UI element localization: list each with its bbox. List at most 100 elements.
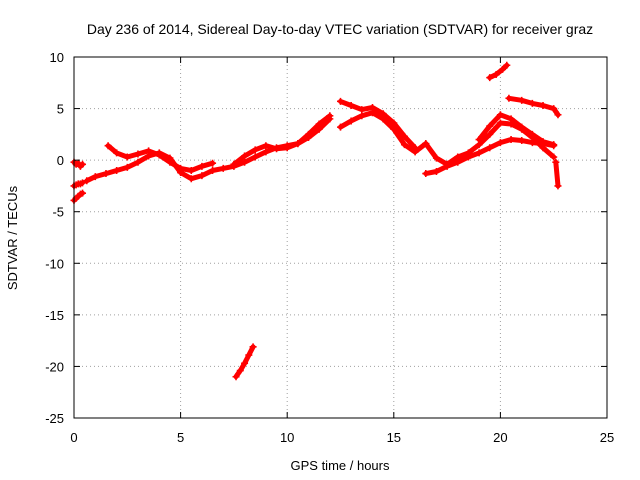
series-track-g [422,136,558,178]
data-point [486,74,494,82]
data-point [273,145,281,153]
data-point [83,177,91,185]
data-point [400,141,408,149]
data-point [475,136,483,144]
data-point [422,140,430,148]
series-trace [506,95,561,118]
series-track-a [83,115,334,185]
series-track-h [475,111,558,149]
data-point [496,111,504,119]
grid [74,57,607,418]
data-point [347,101,355,109]
data-point [496,119,504,127]
data-point [241,158,249,166]
data-point [166,158,174,166]
data-point [145,147,153,155]
data-point [550,141,558,149]
data-point [134,150,142,158]
data-point [528,139,536,147]
data-point [358,112,366,120]
series-track-c [230,112,334,168]
plot-frame [73,56,608,419]
data-point [305,130,313,138]
x-tick-label: 5 [177,430,184,445]
data-point [518,96,526,104]
data-point [337,123,344,131]
x-tick-label: 0 [70,430,77,445]
data-point [454,158,462,166]
data-point [245,351,253,359]
data-point [358,106,366,114]
data-point [464,153,472,161]
series-early-low [70,189,87,204]
series-late-drop [552,158,562,190]
data-point [337,97,344,105]
data-point [486,144,494,152]
x-axis-label: GPS time / hours [291,458,390,473]
data-point [249,343,257,351]
data-point [102,170,110,178]
data-point [550,153,558,161]
x-tick-label: 10 [280,430,294,445]
series-track-b [104,142,217,174]
data-point [294,140,302,148]
data-point [503,61,511,69]
series-outlier-segment [232,343,257,381]
y-tick-label: -25 [45,411,64,426]
axis-ticks: 0 5 10 15 20 25 -25 -20 -15 -10 -5 0 5 10 [45,50,614,445]
x-tick-label: 15 [387,430,401,445]
data-point [79,189,87,197]
y-tick-label: 0 [57,153,64,168]
y-tick-label: 5 [57,102,64,117]
data-point [400,132,408,140]
data-point [554,182,562,190]
data-point [539,101,547,109]
data-point [134,158,142,166]
data-point [251,153,259,161]
data-point [79,179,87,187]
data-point [528,99,536,107]
data-point [79,160,87,168]
data-point [198,162,206,170]
data-point [230,160,238,168]
data-point [507,136,515,144]
data-point [507,115,515,123]
data-point [209,166,217,174]
series-trace [84,116,333,184]
data-point [347,117,355,125]
series-trace [553,159,561,189]
data-point [219,164,227,172]
y-tick-label: -5 [52,205,64,220]
y-tick-label: -20 [45,359,64,374]
data-point [492,71,500,79]
data-point [411,144,419,152]
data-point [232,373,240,381]
data-point [554,111,562,119]
data-point [528,130,536,138]
data-point [432,154,440,162]
data-point [443,162,451,170]
data-point [187,166,195,174]
data-point [432,167,440,175]
data-point [251,146,259,154]
data-point [262,148,270,156]
series-high-a [486,61,511,82]
series-track-e [337,97,419,152]
data-point [505,94,513,102]
x-tick-label: 20 [493,430,507,445]
data-point [518,137,526,145]
data-point [198,172,206,180]
data-point [155,151,163,159]
data-point [177,164,185,172]
series-trace [476,112,557,148]
y-tick-label: 10 [50,50,64,65]
data-point [552,158,560,166]
data-point [113,166,121,174]
data-point [326,112,334,120]
data-point [241,359,249,367]
data-points [70,61,562,381]
data-point [379,110,387,118]
data-point [283,144,291,152]
data-point [422,170,430,178]
